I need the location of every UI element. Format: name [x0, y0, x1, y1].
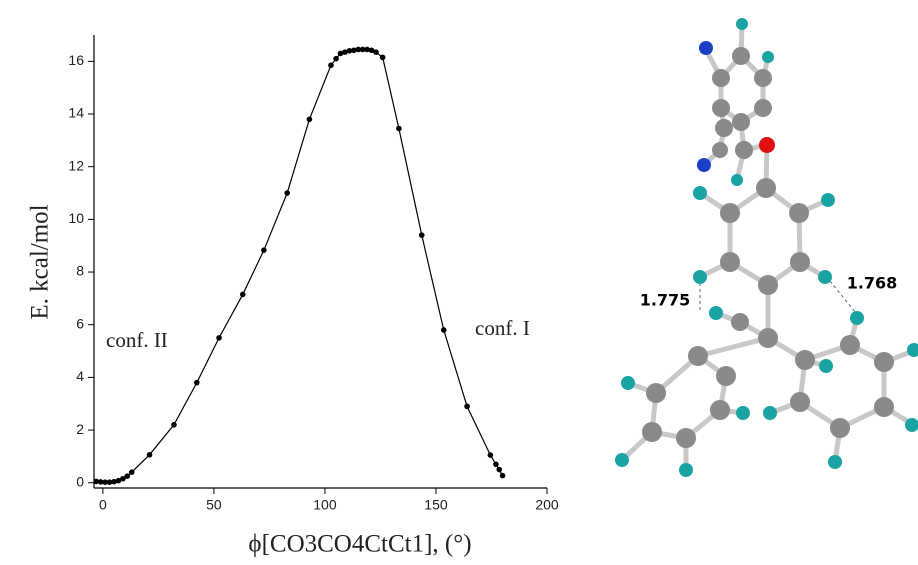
y-tick-label: 2	[76, 421, 84, 437]
data-point	[129, 469, 135, 475]
data-point	[464, 404, 470, 410]
data-point	[216, 335, 222, 341]
molecule: 1.775 1.768	[615, 18, 918, 477]
x-tick-label: 150	[424, 497, 448, 513]
distance-label: 1.775	[640, 291, 691, 310]
bonds	[622, 26, 916, 470]
data-point	[194, 380, 200, 386]
data-point	[171, 422, 177, 428]
y-axis-label: E. kcal/mol	[27, 204, 54, 319]
data-point	[441, 327, 447, 333]
data-point	[419, 232, 425, 238]
y-tick-label: 14	[68, 105, 84, 121]
data-point	[328, 62, 334, 68]
atoms	[615, 18, 918, 477]
data-point	[284, 190, 290, 196]
y-tick-label: 10	[68, 210, 84, 226]
data-point	[333, 56, 339, 62]
data-point	[380, 55, 386, 61]
data-point	[373, 49, 379, 55]
x-tick-label: 0	[99, 497, 107, 513]
y-tick-label: 4	[76, 368, 84, 384]
data-point	[261, 247, 267, 253]
x-tick-label: 100	[313, 497, 337, 513]
data-point	[500, 473, 506, 479]
data-point	[240, 292, 246, 298]
y-tick-label: 0	[76, 473, 84, 489]
data-point	[147, 452, 153, 458]
annotation: conf. I	[475, 316, 530, 340]
data-point	[496, 467, 502, 473]
annotation: conf. II	[106, 328, 168, 352]
distance-label: 1.768	[847, 274, 898, 293]
x-tick-label: 200	[535, 497, 559, 513]
data-line	[96, 49, 502, 482]
y-tick-label: 12	[68, 157, 84, 173]
y-tick-label: 8	[76, 263, 84, 279]
x-axis-label: ϕ[CO3CO4CtCt1], (°)	[248, 531, 471, 558]
y-tick-label: 16	[68, 52, 84, 68]
y-tick-label: 6	[76, 315, 84, 331]
data-point	[396, 126, 402, 132]
data-point	[493, 461, 499, 467]
data-point	[488, 452, 494, 458]
data-point	[125, 473, 131, 479]
x-tick-label: 50	[206, 497, 222, 513]
page: E. kcal/mol ϕ[CO3CO4CtCt1], (°)	[0, 0, 918, 565]
data-point	[307, 116, 313, 122]
